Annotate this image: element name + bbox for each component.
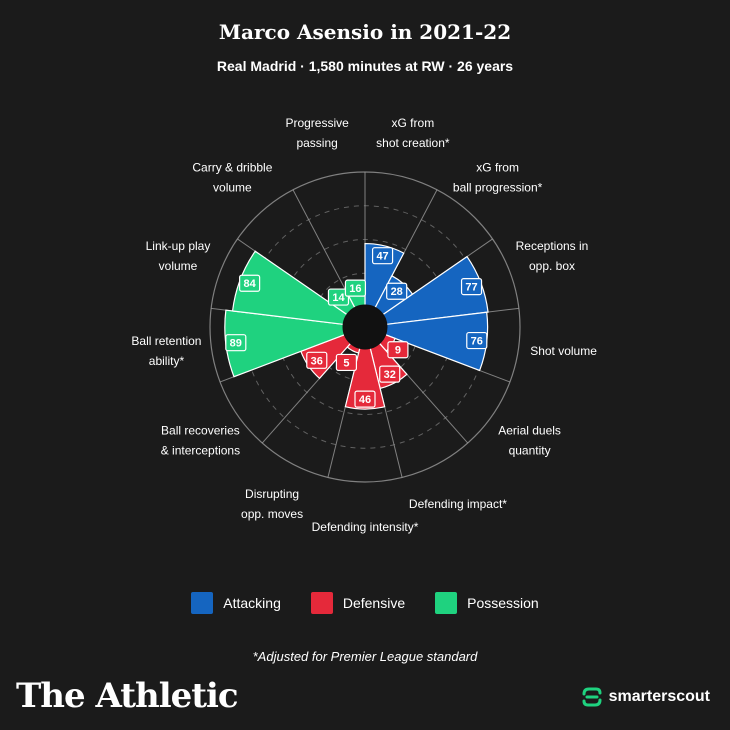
category-label: xG from ball progression*: [453, 160, 543, 194]
value-label: 89: [230, 338, 242, 350]
legend-label-defensive: Defensive: [342, 595, 406, 611]
value-badge: [460, 277, 483, 296]
value-badge: [344, 279, 367, 297]
value-badge: [354, 390, 376, 408]
value-badge: [386, 282, 408, 300]
footnote: *Adjusted for Premier League standard: [252, 649, 478, 664]
value-label: 46: [359, 394, 371, 406]
legend-item-possession: Possession: [435, 592, 539, 614]
category-label: Receptions in opp. box: [516, 239, 589, 273]
value-badge: [306, 351, 328, 369]
smarterscout-wordmark: smarterscout: [608, 688, 710, 705]
category-label: Ball retention ability*: [131, 334, 201, 368]
category-label: Link-up play volume: [146, 239, 211, 273]
legend-swatch-possession: [435, 592, 458, 614]
value-label: 28: [391, 286, 403, 298]
value-badge: [466, 331, 488, 350]
value-label: 84: [243, 278, 256, 290]
chart-subtitle: Real Madrid · 1,580 minutes at RW · 26 y…: [216, 58, 514, 74]
value-label: 9: [395, 345, 401, 357]
legend-item-defensive: Defensive: [310, 592, 406, 614]
legend-label-attacking: Attacking: [223, 595, 281, 611]
value-label: 5: [343, 357, 349, 369]
category-label: Defending impact*: [409, 497, 507, 511]
value-label: 14: [332, 292, 345, 304]
category-label: Ball recoveries & interceptions: [161, 424, 240, 458]
value-badge: [387, 341, 409, 359]
legend-swatch-defensive: [310, 592, 333, 614]
value-label: 36: [311, 355, 323, 367]
category-label: Defending intensity*: [312, 520, 419, 534]
category-label: Carry & dribble volume: [192, 160, 272, 194]
category-label: Progressive passing: [285, 116, 349, 150]
value-badge: [225, 334, 247, 352]
value-label: 32: [384, 369, 396, 381]
category-label: Shot volume: [530, 344, 597, 358]
value-label: 77: [465, 282, 477, 294]
value-label: 76: [471, 336, 483, 348]
category-label: Aerial duels quantity: [498, 424, 561, 458]
legend-swatch-attacking: [191, 592, 214, 614]
category-label: Disrupting opp. moves: [241, 487, 303, 521]
value-badge: [371, 247, 394, 265]
chart-title: Marco Asensio in 2021-22: [218, 20, 512, 44]
value-badge: [379, 365, 401, 383]
value-badge: [327, 288, 350, 306]
smarterscout-logo: smarterscout: [581, 686, 710, 708]
value-label: 16: [349, 283, 361, 295]
value-label: 47: [376, 251, 388, 263]
center-hole: [342, 304, 388, 350]
value-badge: [335, 353, 358, 372]
smarterscout-icon: [582, 687, 602, 707]
legend-item-attacking: Attacking: [191, 592, 281, 614]
category-label: xG from shot creation*: [376, 116, 450, 150]
legend: Attacking Defensive Possession: [0, 592, 730, 614]
value-badge: [239, 274, 261, 292]
the-athletic-logo: The Athletic: [16, 676, 239, 716]
legend-label-possession: Possession: [467, 595, 539, 611]
